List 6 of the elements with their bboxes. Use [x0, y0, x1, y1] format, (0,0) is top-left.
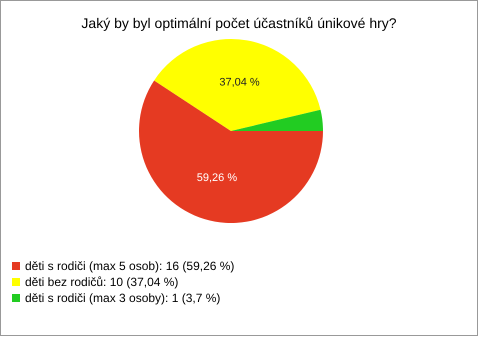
legend-label: děti s rodiči (max 3 osoby): 1 (3,7 %) — [25, 291, 220, 305]
legend-label: děti bez rodičů: 10 (37,04 %) — [25, 275, 178, 289]
data-label: 59,26 % — [196, 172, 238, 184]
data-label: 37,04 % — [219, 76, 260, 89]
legend-label: děti s rodiči (max 5 osob): 16 (59,26 %) — [25, 259, 234, 273]
chart-title: Jaký by byl optimální počet účastníků únikové hry? — [81, 15, 397, 31]
